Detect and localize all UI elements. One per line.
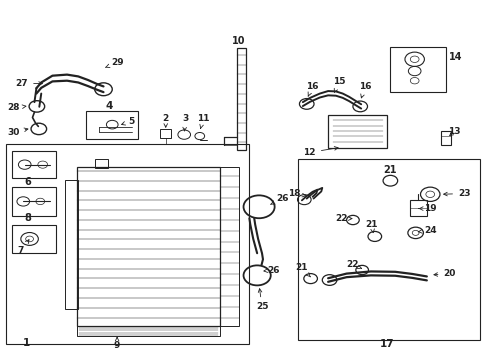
Text: 19: 19 xyxy=(418,204,436,213)
Text: 26: 26 xyxy=(270,194,288,204)
Text: 28: 28 xyxy=(7,103,26,112)
Bar xyxy=(95,158,108,168)
Text: 7: 7 xyxy=(18,240,29,255)
Bar xyxy=(12,187,56,216)
Text: 20: 20 xyxy=(433,269,455,278)
Bar xyxy=(6,144,249,344)
Text: 2: 2 xyxy=(163,114,168,127)
Text: 25: 25 xyxy=(255,289,268,311)
Bar xyxy=(441,131,450,145)
Bar xyxy=(64,180,78,309)
Bar xyxy=(389,47,446,93)
Text: 22: 22 xyxy=(335,214,351,223)
Bar xyxy=(77,327,220,337)
Text: 24: 24 xyxy=(417,226,436,235)
Text: 27: 27 xyxy=(16,79,42,88)
Text: 1: 1 xyxy=(23,338,30,348)
Text: 6: 6 xyxy=(25,177,31,187)
Text: 14: 14 xyxy=(448,52,462,62)
Text: 21: 21 xyxy=(365,220,377,233)
Text: 30: 30 xyxy=(7,128,28,137)
Text: 9: 9 xyxy=(114,337,120,350)
Text: 11: 11 xyxy=(197,114,209,129)
Text: 21: 21 xyxy=(383,165,396,175)
Text: 8: 8 xyxy=(24,213,32,223)
Bar xyxy=(12,225,56,253)
Text: 13: 13 xyxy=(447,127,460,136)
Bar xyxy=(297,158,479,340)
Text: 15: 15 xyxy=(332,77,345,93)
Bar xyxy=(12,152,56,178)
Bar xyxy=(220,167,238,327)
Text: 16: 16 xyxy=(358,82,370,98)
Text: 16: 16 xyxy=(305,82,318,96)
Text: 12: 12 xyxy=(303,147,337,157)
Text: 26: 26 xyxy=(264,266,279,275)
Bar xyxy=(160,129,171,138)
Text: 22: 22 xyxy=(346,260,361,269)
Bar xyxy=(327,115,386,148)
Text: 4: 4 xyxy=(105,101,113,111)
Text: 29: 29 xyxy=(105,58,123,68)
Bar xyxy=(77,167,220,327)
Text: 3: 3 xyxy=(182,114,188,131)
Bar xyxy=(236,48,246,150)
Text: 23: 23 xyxy=(443,189,469,198)
Text: 21: 21 xyxy=(295,263,310,277)
Bar xyxy=(409,200,426,216)
Text: 18: 18 xyxy=(288,189,306,198)
Text: 10: 10 xyxy=(231,36,245,46)
Text: 5: 5 xyxy=(122,117,135,126)
Bar xyxy=(86,111,137,139)
Text: 17: 17 xyxy=(379,339,393,348)
